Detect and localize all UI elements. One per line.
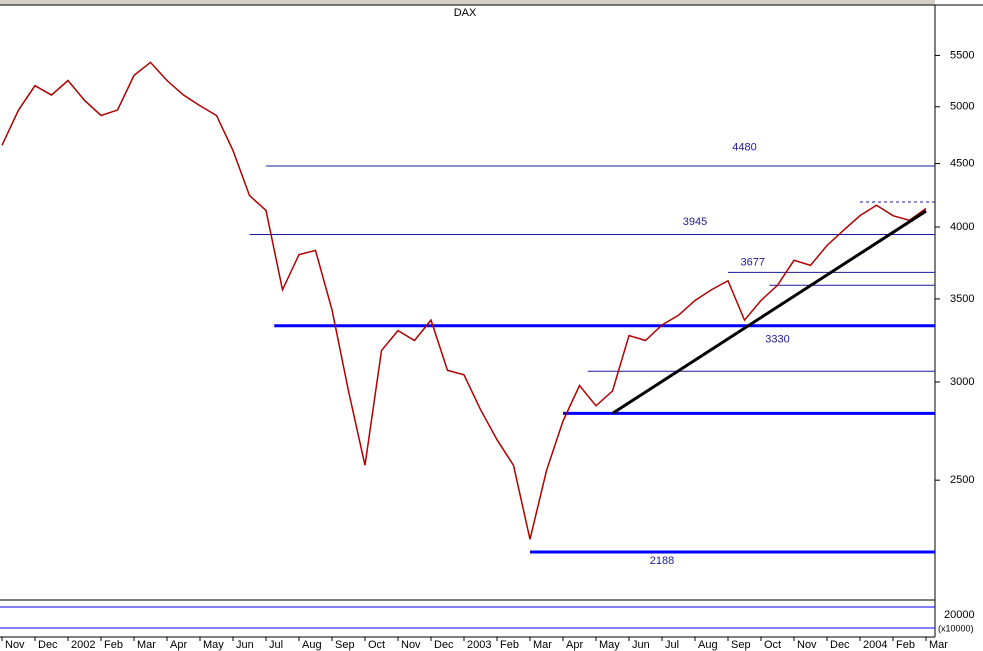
level-label: 3330: [765, 334, 789, 346]
lower-panel-label: 20000: [944, 609, 975, 621]
x-tick-label: Dec: [38, 639, 58, 651]
x-tick-label: Jul: [269, 639, 283, 651]
trendline: [611, 209, 927, 415]
x-tick-label: Nov: [797, 639, 817, 651]
x-tick-label: May: [599, 639, 620, 651]
x-tick-label: Oct: [368, 639, 385, 651]
x-tick-label: Apr: [170, 639, 187, 651]
y-tick-label: 5500: [950, 49, 974, 61]
x-tick-label: Apr: [566, 639, 583, 651]
y-tick-label: 2500: [950, 474, 974, 486]
x-tick-label: Dec: [434, 639, 454, 651]
top-strip: [0, 0, 935, 5]
x-tick-label: Feb: [896, 639, 915, 651]
x-tick-label: Jul: [665, 639, 679, 651]
x-tick-label: 2004: [863, 639, 887, 651]
x-tick-label: Dec: [830, 639, 850, 651]
level-label: 3677: [741, 256, 765, 268]
x-tick-label: Aug: [698, 639, 718, 651]
level-label: 2188: [650, 555, 674, 567]
x-tick-label: Mar: [929, 639, 948, 651]
level-label: 3945: [683, 216, 707, 228]
y-tick-label: 4500: [950, 157, 974, 169]
x-tick-label: 2003: [467, 639, 491, 651]
x-tick-label: Feb: [104, 639, 123, 651]
x-tick-label: Jun: [632, 639, 650, 651]
y-tick-label: 4000: [950, 221, 974, 233]
x-tick-label: 2002: [71, 639, 95, 651]
x-tick-label: Mar: [137, 639, 156, 651]
x-tick-label: Sep: [731, 639, 751, 651]
y-tick-label: 3000: [950, 376, 974, 388]
x-tick-label: Aug: [302, 639, 322, 651]
y-tick-label: 5000: [950, 101, 974, 113]
x-tick-label: Nov: [401, 639, 421, 651]
x-tick-label: Mar: [533, 639, 552, 651]
lower-panel-label: (x10000): [938, 623, 974, 633]
x-tick-label: Oct: [764, 639, 781, 651]
x-tick-label: May: [203, 639, 224, 651]
x-tick-label: Jun: [236, 639, 254, 651]
level-label: 4480: [732, 141, 756, 153]
x-tick-label: Sep: [335, 639, 355, 651]
x-tick-label: Feb: [500, 639, 519, 651]
y-tick-label: 3500: [950, 293, 974, 305]
x-tick-label: Nov: [5, 639, 25, 651]
price-line: [1, 61, 927, 540]
chart-title: DAX: [454, 7, 477, 19]
